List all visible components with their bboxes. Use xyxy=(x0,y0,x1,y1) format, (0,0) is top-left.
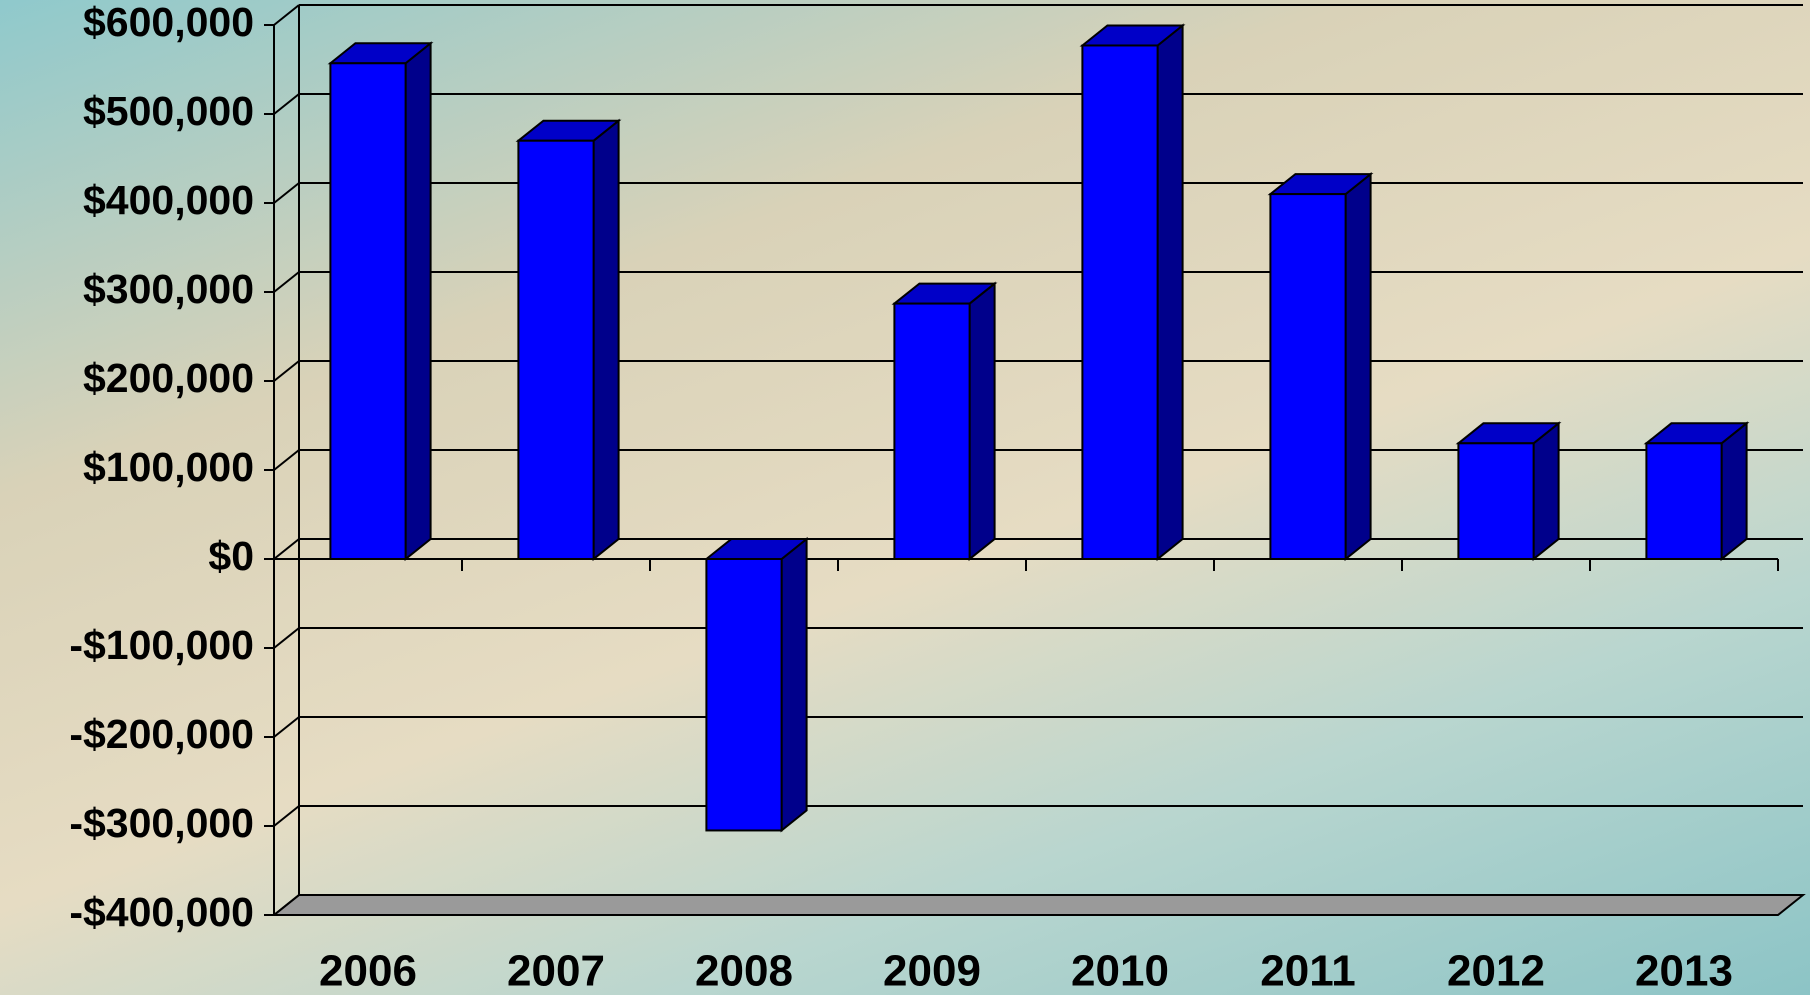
y-tick-label: -$200,000 xyxy=(69,711,254,757)
grid-line-side xyxy=(273,4,300,26)
y-tick-label: $100,000 xyxy=(83,444,254,490)
grid-line-side xyxy=(273,271,300,293)
grid-line-side xyxy=(273,93,300,115)
grid-line-side xyxy=(273,894,300,916)
y-tick-label: $600,000 xyxy=(83,0,254,45)
x-tick-label: 2010 xyxy=(1071,947,1169,995)
y-tick-label: $0 xyxy=(208,533,254,579)
bar xyxy=(893,302,971,560)
x-tick-label: 2012 xyxy=(1447,947,1545,995)
bar xyxy=(517,139,595,560)
grid-line-side xyxy=(273,360,300,382)
grid-line-side xyxy=(273,182,300,204)
y-tick-label: $300,000 xyxy=(83,266,254,312)
x-tick-label: 2008 xyxy=(695,947,793,995)
bar-side xyxy=(780,536,808,833)
bar-side xyxy=(592,118,620,562)
bar xyxy=(1081,44,1159,561)
y-tick-label: $500,000 xyxy=(83,88,254,134)
y-tick-label: -$400,000 xyxy=(69,889,254,935)
grid-line-side xyxy=(273,627,300,649)
x-tick-label: 2011 xyxy=(1260,947,1355,995)
bar xyxy=(1269,193,1347,560)
y-tick-label: -$300,000 xyxy=(69,800,254,846)
bar xyxy=(1457,442,1535,560)
bar-side xyxy=(1156,23,1184,562)
grid-line-side xyxy=(273,449,300,471)
bar-side xyxy=(404,41,432,562)
bar xyxy=(329,62,407,561)
bar-side xyxy=(1720,421,1748,562)
y-tick-label: -$100,000 xyxy=(69,622,254,668)
x-tick-label: 2009 xyxy=(883,947,981,995)
bar-side xyxy=(1532,421,1560,562)
bar xyxy=(1645,442,1723,560)
grid-line-side xyxy=(273,805,300,827)
bar-side xyxy=(1344,172,1372,562)
x-tick-label: 2013 xyxy=(1635,947,1733,995)
y-tick-label: $400,000 xyxy=(83,177,254,223)
y-tick-label: $200,000 xyxy=(83,355,254,401)
grid-line-side xyxy=(273,538,300,560)
floor xyxy=(271,894,1806,916)
grid-line-side xyxy=(273,716,300,738)
bar-side xyxy=(968,281,996,562)
x-tick-label: 2007 xyxy=(507,947,605,995)
x-tick-label: 2006 xyxy=(319,947,417,995)
bar xyxy=(705,558,783,832)
